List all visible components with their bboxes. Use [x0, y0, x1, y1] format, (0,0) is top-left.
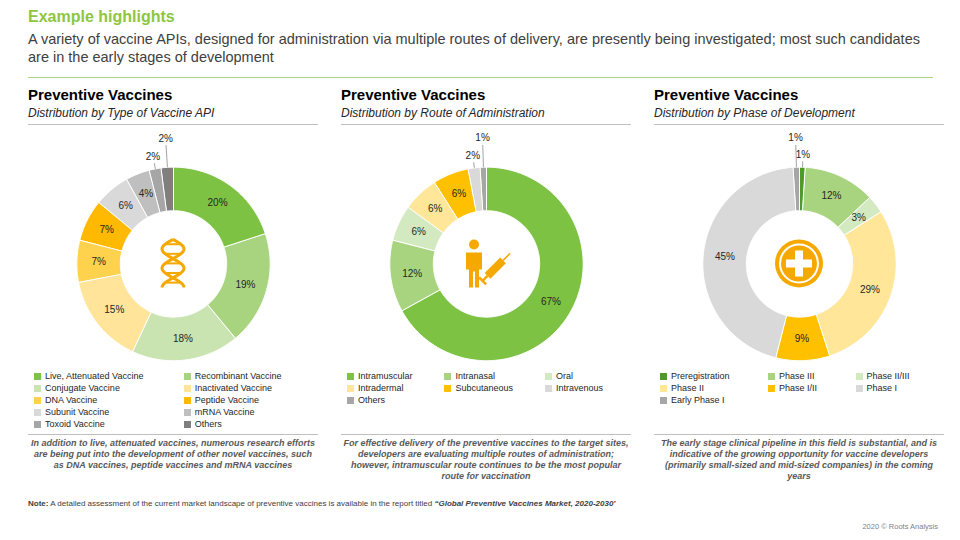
svg-text:15%: 15% [104, 304, 124, 315]
html-text:Peptide Vaccine: Peptide Vaccine [194, 395, 260, 405]
html-text:Early Phase I: Early Phase I [671, 395, 725, 405]
html-text:2020 © Roots Analysis: 2020 © Roots Analysis [862, 522, 938, 531]
html-text:Phase II: Phase II [671, 383, 704, 393]
html-text:Distribution by Route of Admin: Distribution by Route of Administration [341, 106, 545, 120]
svg-text:2%: 2% [146, 151, 161, 162]
html-text:For effective delivery of the: For effective delivery of the preventive… [343, 438, 629, 481]
svg-text:45%: 45% [715, 251, 735, 262]
html-text:Distribution by Phase of Devel: Distribution by Phase of Development [654, 106, 855, 120]
html-text:Preventive Vaccines: Preventive Vaccines [341, 86, 486, 103]
svg-text:7%: 7% [91, 256, 106, 267]
html-text:Phase I/II: Phase I/II [779, 383, 817, 393]
html-text:Example highlights: Example highlights [28, 8, 175, 25]
html-text:Conjugate Vaccine: Conjugate Vaccine [45, 383, 120, 393]
svg-text:4%: 4% [139, 188, 154, 199]
html-text:A variety of vaccine APIs, des: A variety of vaccine APIs, designed for … [28, 31, 920, 65]
svg-text:19%: 19% [235, 279, 255, 290]
html-text:Others: Others [358, 395, 385, 405]
svg-text:1%: 1% [788, 132, 803, 143]
svg-text:12%: 12% [821, 190, 841, 201]
html-text:Distribution by Type of Vaccin: Distribution by Type of Vaccine API [28, 106, 215, 120]
html-text:Inactivated Vaccine: Inactivated Vaccine [194, 383, 273, 393]
svg-text:67%: 67% [541, 296, 561, 307]
html-text:Preventive Vaccines: Preventive Vaccines [654, 86, 799, 103]
html-text:Note: A detailed assessment of: Note: A detailed assessment of the curre… [28, 499, 616, 508]
html-text:Oral: Oral [556, 371, 573, 381]
html-text:DNA Vaccine: DNA Vaccine [45, 395, 98, 405]
svg-text:6%: 6% [428, 203, 443, 214]
svg-text:29%: 29% [860, 284, 880, 295]
html-text:In addition to live, attenuate: In addition to live, attenuated vaccines… [31, 438, 315, 470]
html-text:Toxoid Vaccine: Toxoid Vaccine [45, 419, 105, 429]
svg-text:6%: 6% [119, 200, 134, 211]
svg-text:12%: 12% [402, 268, 422, 279]
html-text:Intranasal: Intranasal [455, 371, 495, 381]
html-text:Phase I: Phase I [866, 383, 897, 393]
html-text:Subcutaneous: Subcutaneous [455, 383, 513, 393]
svg-text:2%: 2% [466, 150, 481, 161]
svg-text:7%: 7% [100, 224, 115, 235]
svg-text:2%: 2% [158, 133, 173, 144]
svg-text:6%: 6% [411, 226, 426, 237]
html-text:The early stage clinical pipel: The early stage clinical pipeline in thi… [661, 438, 937, 481]
svg-text:1%: 1% [475, 132, 490, 143]
svg-text:1%: 1% [796, 149, 811, 160]
html-text:Preregistration: Preregistration [671, 371, 730, 381]
html-text:Others: Others [194, 419, 222, 429]
html-text:mRNA Vaccine: mRNA Vaccine [194, 407, 255, 417]
svg-text:3%: 3% [851, 212, 866, 223]
html-text:Intravenous: Intravenous [556, 383, 603, 393]
svg-text:6%: 6% [452, 188, 467, 199]
svg-text:9%: 9% [795, 333, 810, 344]
html-text:Subunit Vaccine: Subunit Vaccine [45, 407, 110, 417]
html-text:Recombinant Vaccine: Recombinant Vaccine [194, 371, 282, 381]
svg-text:20%: 20% [208, 197, 228, 208]
html-text:Preventive Vaccines: Preventive Vaccines [28, 86, 173, 103]
html-text:Phase III: Phase III [779, 371, 815, 381]
html-text:Live, Attenuated Vaccine: Live, Attenuated Vaccine [45, 371, 144, 381]
svg-text:18%: 18% [173, 333, 193, 344]
html-text:Phase II/III: Phase II/III [866, 371, 910, 381]
html-text:Intramuscular: Intramuscular [358, 371, 413, 381]
html-text:Intradermal: Intradermal [358, 383, 404, 393]
